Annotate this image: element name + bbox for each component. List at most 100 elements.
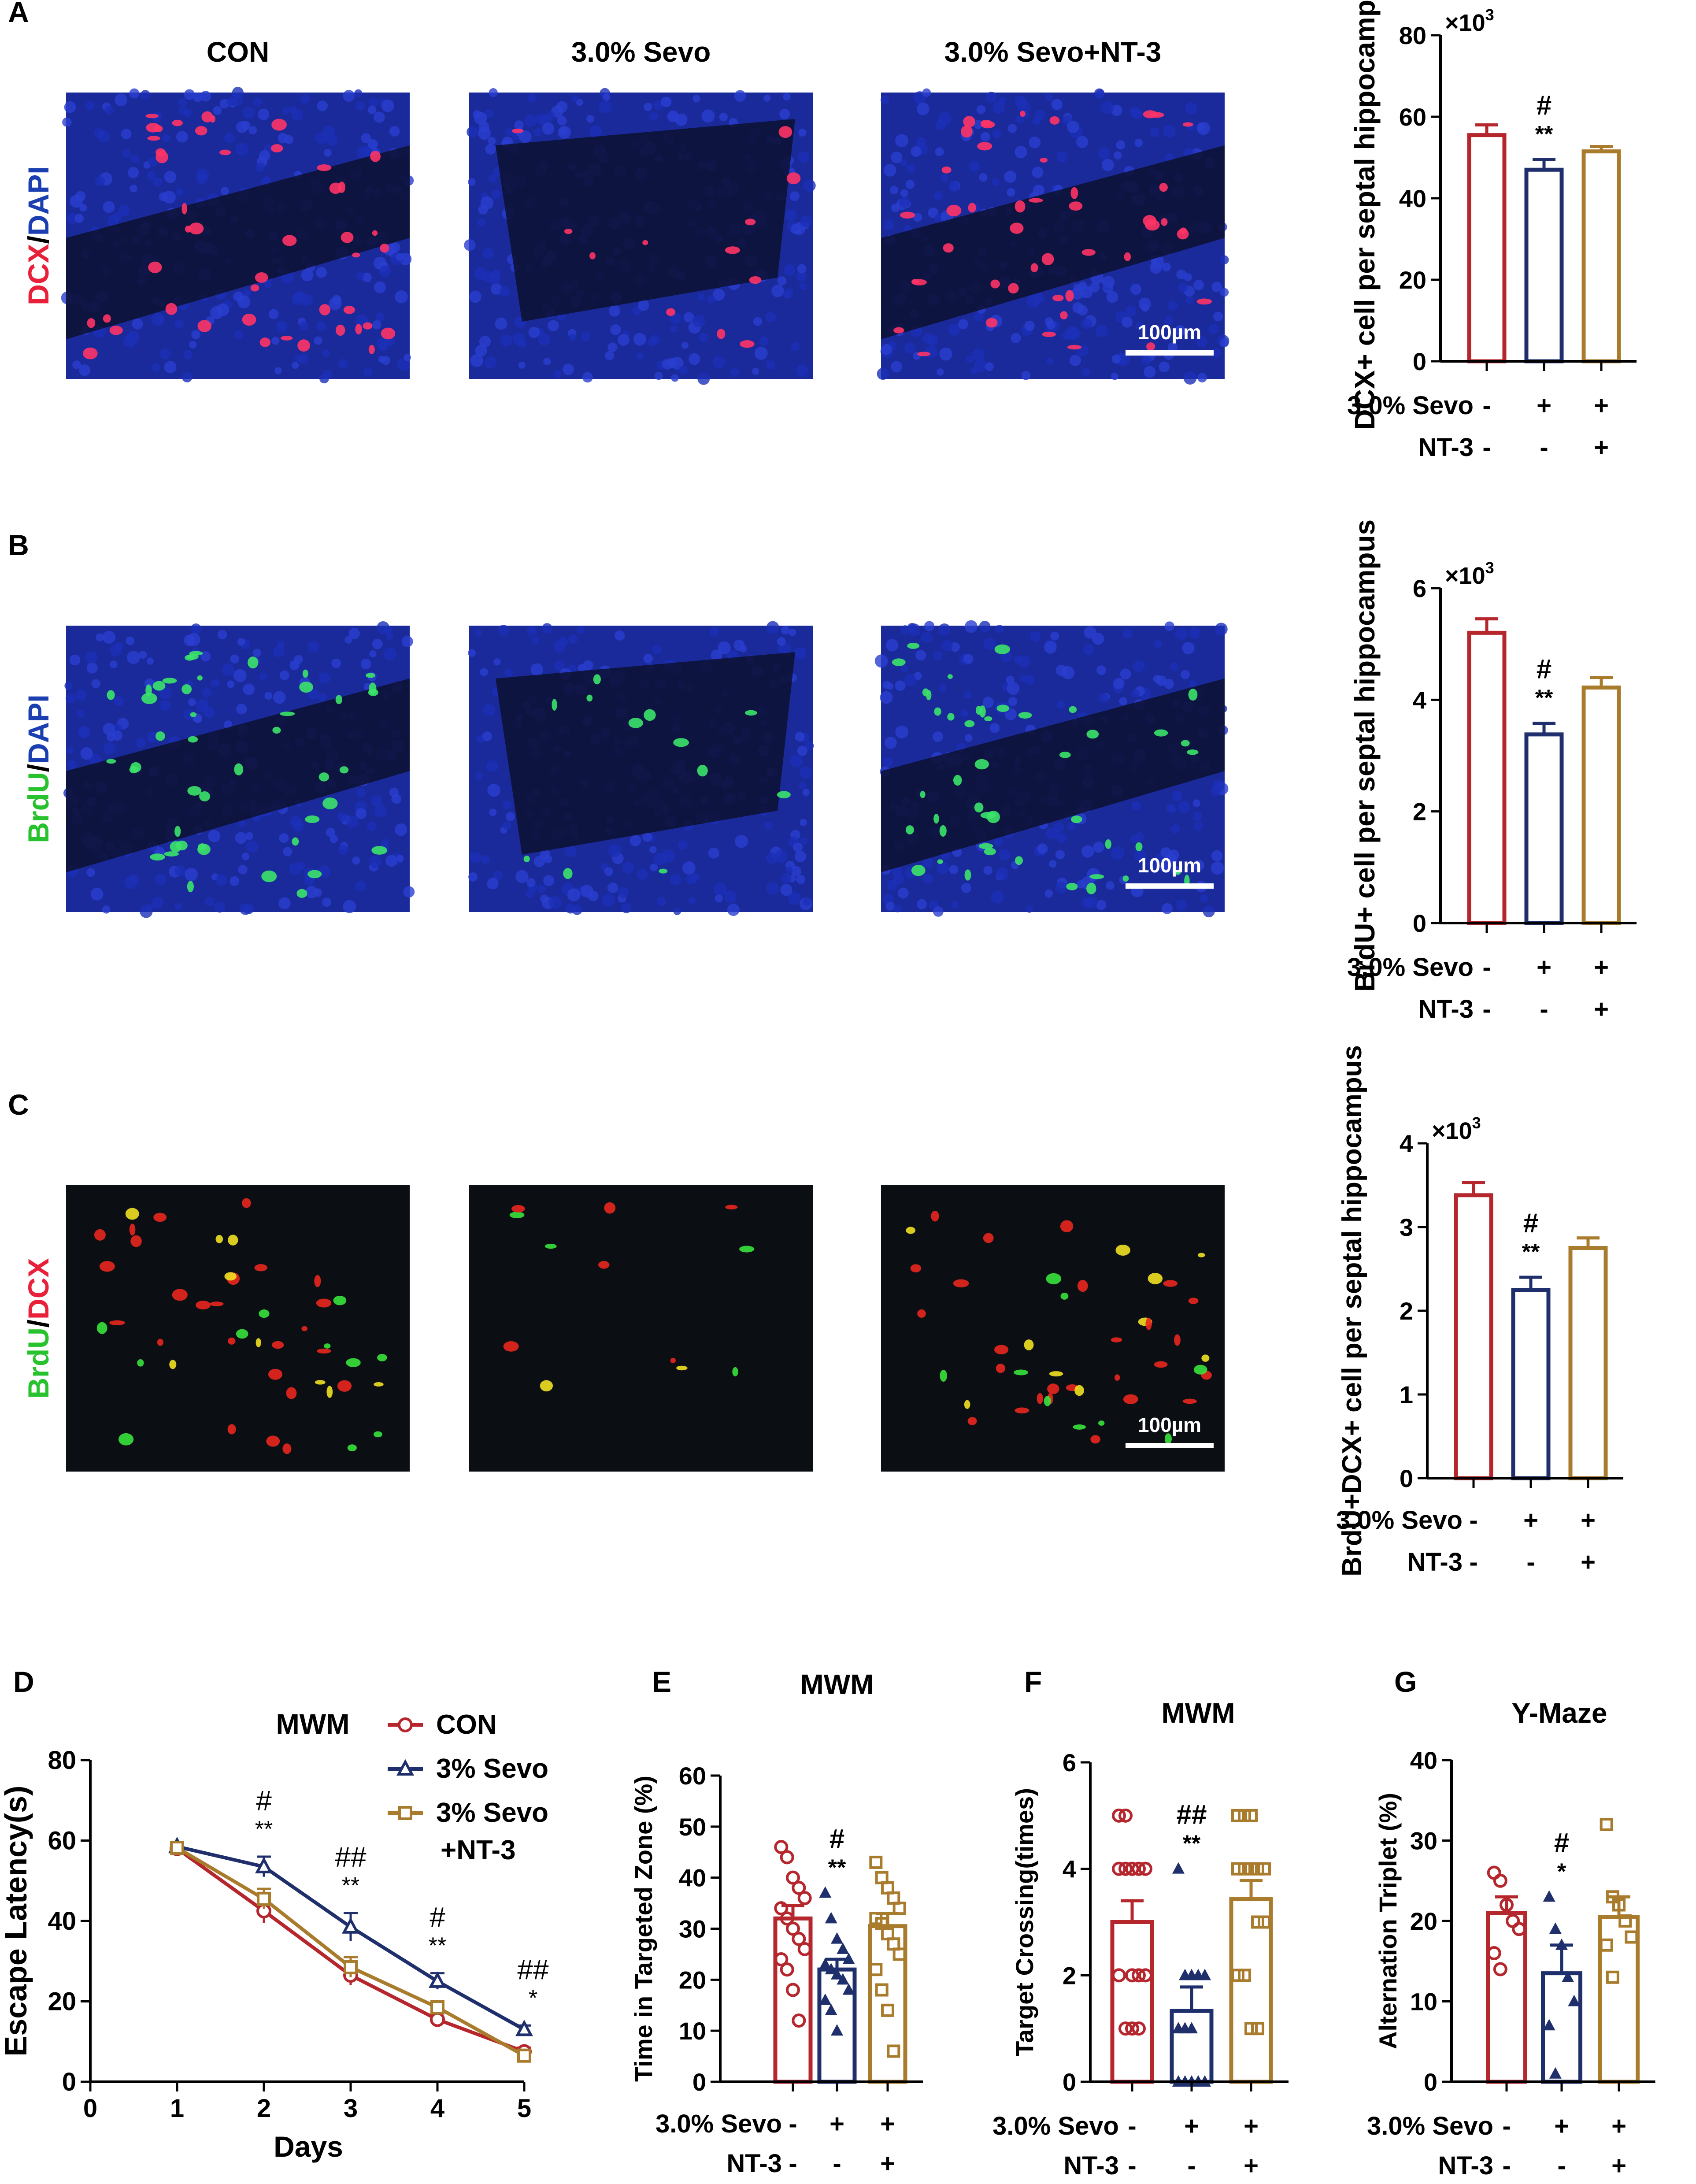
nucleus	[470, 354, 484, 367]
labeled-cell	[1074, 1385, 1084, 1396]
nucleus	[243, 106, 256, 119]
labeled-cell	[164, 851, 179, 857]
labeled-cell	[256, 1338, 261, 1347]
nucleus	[480, 668, 488, 676]
nucleus	[236, 143, 248, 156]
nucleus	[1081, 845, 1094, 858]
nucleus	[395, 290, 408, 304]
labeled-cell	[1188, 1298, 1199, 1304]
nucleus	[300, 94, 310, 104]
labeled-cell	[1182, 122, 1193, 127]
nucleus	[649, 112, 658, 121]
nucleus	[734, 90, 746, 102]
nucleus	[985, 362, 994, 371]
nucleus	[1062, 331, 1071, 340]
significance-mark: *	[529, 1985, 537, 2011]
labeled-cell	[983, 1233, 994, 1243]
bar	[1110, 1920, 1154, 2084]
labeled-cell	[947, 713, 955, 721]
labeled-cell	[187, 786, 202, 796]
nucleus	[1096, 900, 1107, 910]
nucleus	[127, 651, 140, 664]
nucleus	[1033, 185, 1044, 196]
nucleus	[378, 356, 385, 363]
nucleus	[1098, 147, 1111, 159]
data-point	[1112, 1968, 1126, 1983]
labeled-cell	[1150, 112, 1164, 118]
labeled-cell	[1135, 842, 1143, 852]
nucleus	[991, 890, 1004, 904]
nucleus	[1156, 675, 1167, 686]
nucleus	[478, 204, 488, 215]
labeled-cell	[1049, 1371, 1063, 1377]
labeled-cell	[1060, 1293, 1069, 1300]
nucleus	[66, 747, 73, 754]
panel-letter: A	[8, 0, 29, 28]
bar	[1454, 1193, 1493, 1480]
data-point	[837, 1942, 849, 1954]
nucleus	[271, 337, 280, 345]
nucleus	[495, 317, 507, 330]
nucleus	[230, 876, 240, 886]
x-tick-label: 1	[170, 2094, 184, 2123]
micrograph	[66, 1185, 410, 1472]
labeled-cell	[296, 889, 307, 898]
nucleus	[230, 93, 244, 107]
nucleus	[248, 126, 257, 135]
nucleus	[1135, 832, 1144, 841]
nucleus	[1076, 136, 1089, 148]
nucleus	[567, 888, 581, 902]
data-point	[257, 1891, 271, 1906]
nucleus	[485, 144, 496, 155]
labeled-cell	[1154, 729, 1168, 737]
nucleus	[1149, 127, 1159, 137]
data-point	[786, 1921, 800, 1936]
nucleus	[1130, 284, 1141, 295]
nucleus	[958, 319, 969, 330]
labeled-cell	[236, 1329, 248, 1339]
nucleus	[503, 801, 511, 809]
labeled-cell	[994, 1345, 1009, 1354]
labeled-cell	[1077, 1279, 1088, 1292]
nucleus	[1159, 863, 1169, 872]
nucleus	[184, 89, 195, 100]
labeled-cell	[352, 252, 360, 258]
bar	[1511, 1288, 1551, 1480]
nucleus	[163, 190, 176, 204]
y-exponent-power: 3	[1472, 1114, 1481, 1132]
labeled-cell	[1159, 183, 1168, 192]
nucleus	[1211, 282, 1222, 293]
nucleus	[230, 654, 239, 664]
nucleus	[352, 856, 360, 865]
nucleus	[1162, 263, 1171, 272]
nucleus	[396, 253, 404, 261]
nucleus	[148, 157, 158, 167]
significance-mark: #	[1537, 654, 1552, 685]
nucleus	[322, 349, 330, 357]
labeled-cell	[316, 1298, 332, 1308]
nucleus	[368, 98, 378, 107]
nucleus	[983, 638, 996, 650]
nucleus	[994, 837, 1004, 846]
labeled-cell	[1037, 1393, 1043, 1404]
labeled-cell	[911, 279, 927, 286]
nucleus	[1011, 333, 1021, 343]
nucleus	[95, 176, 105, 186]
nucleus	[377, 621, 390, 634]
y-exponent-power: 3	[1485, 6, 1494, 24]
nucleus	[1185, 102, 1197, 115]
nucleus	[515, 870, 529, 883]
nucleus	[503, 821, 511, 830]
nucleus	[1215, 623, 1228, 636]
nucleus	[1211, 850, 1223, 862]
labeled-cell	[964, 869, 971, 881]
nucleus	[1032, 167, 1044, 178]
y-tick-label: 6	[1413, 575, 1426, 602]
y-tick-label: 6	[1063, 1749, 1076, 1776]
nucleus	[783, 93, 791, 101]
nucleus	[1100, 101, 1114, 115]
nucleus	[1196, 122, 1210, 135]
nucleus	[688, 897, 696, 905]
nucleus	[239, 903, 252, 915]
significance-mark: **	[255, 1817, 273, 1842]
